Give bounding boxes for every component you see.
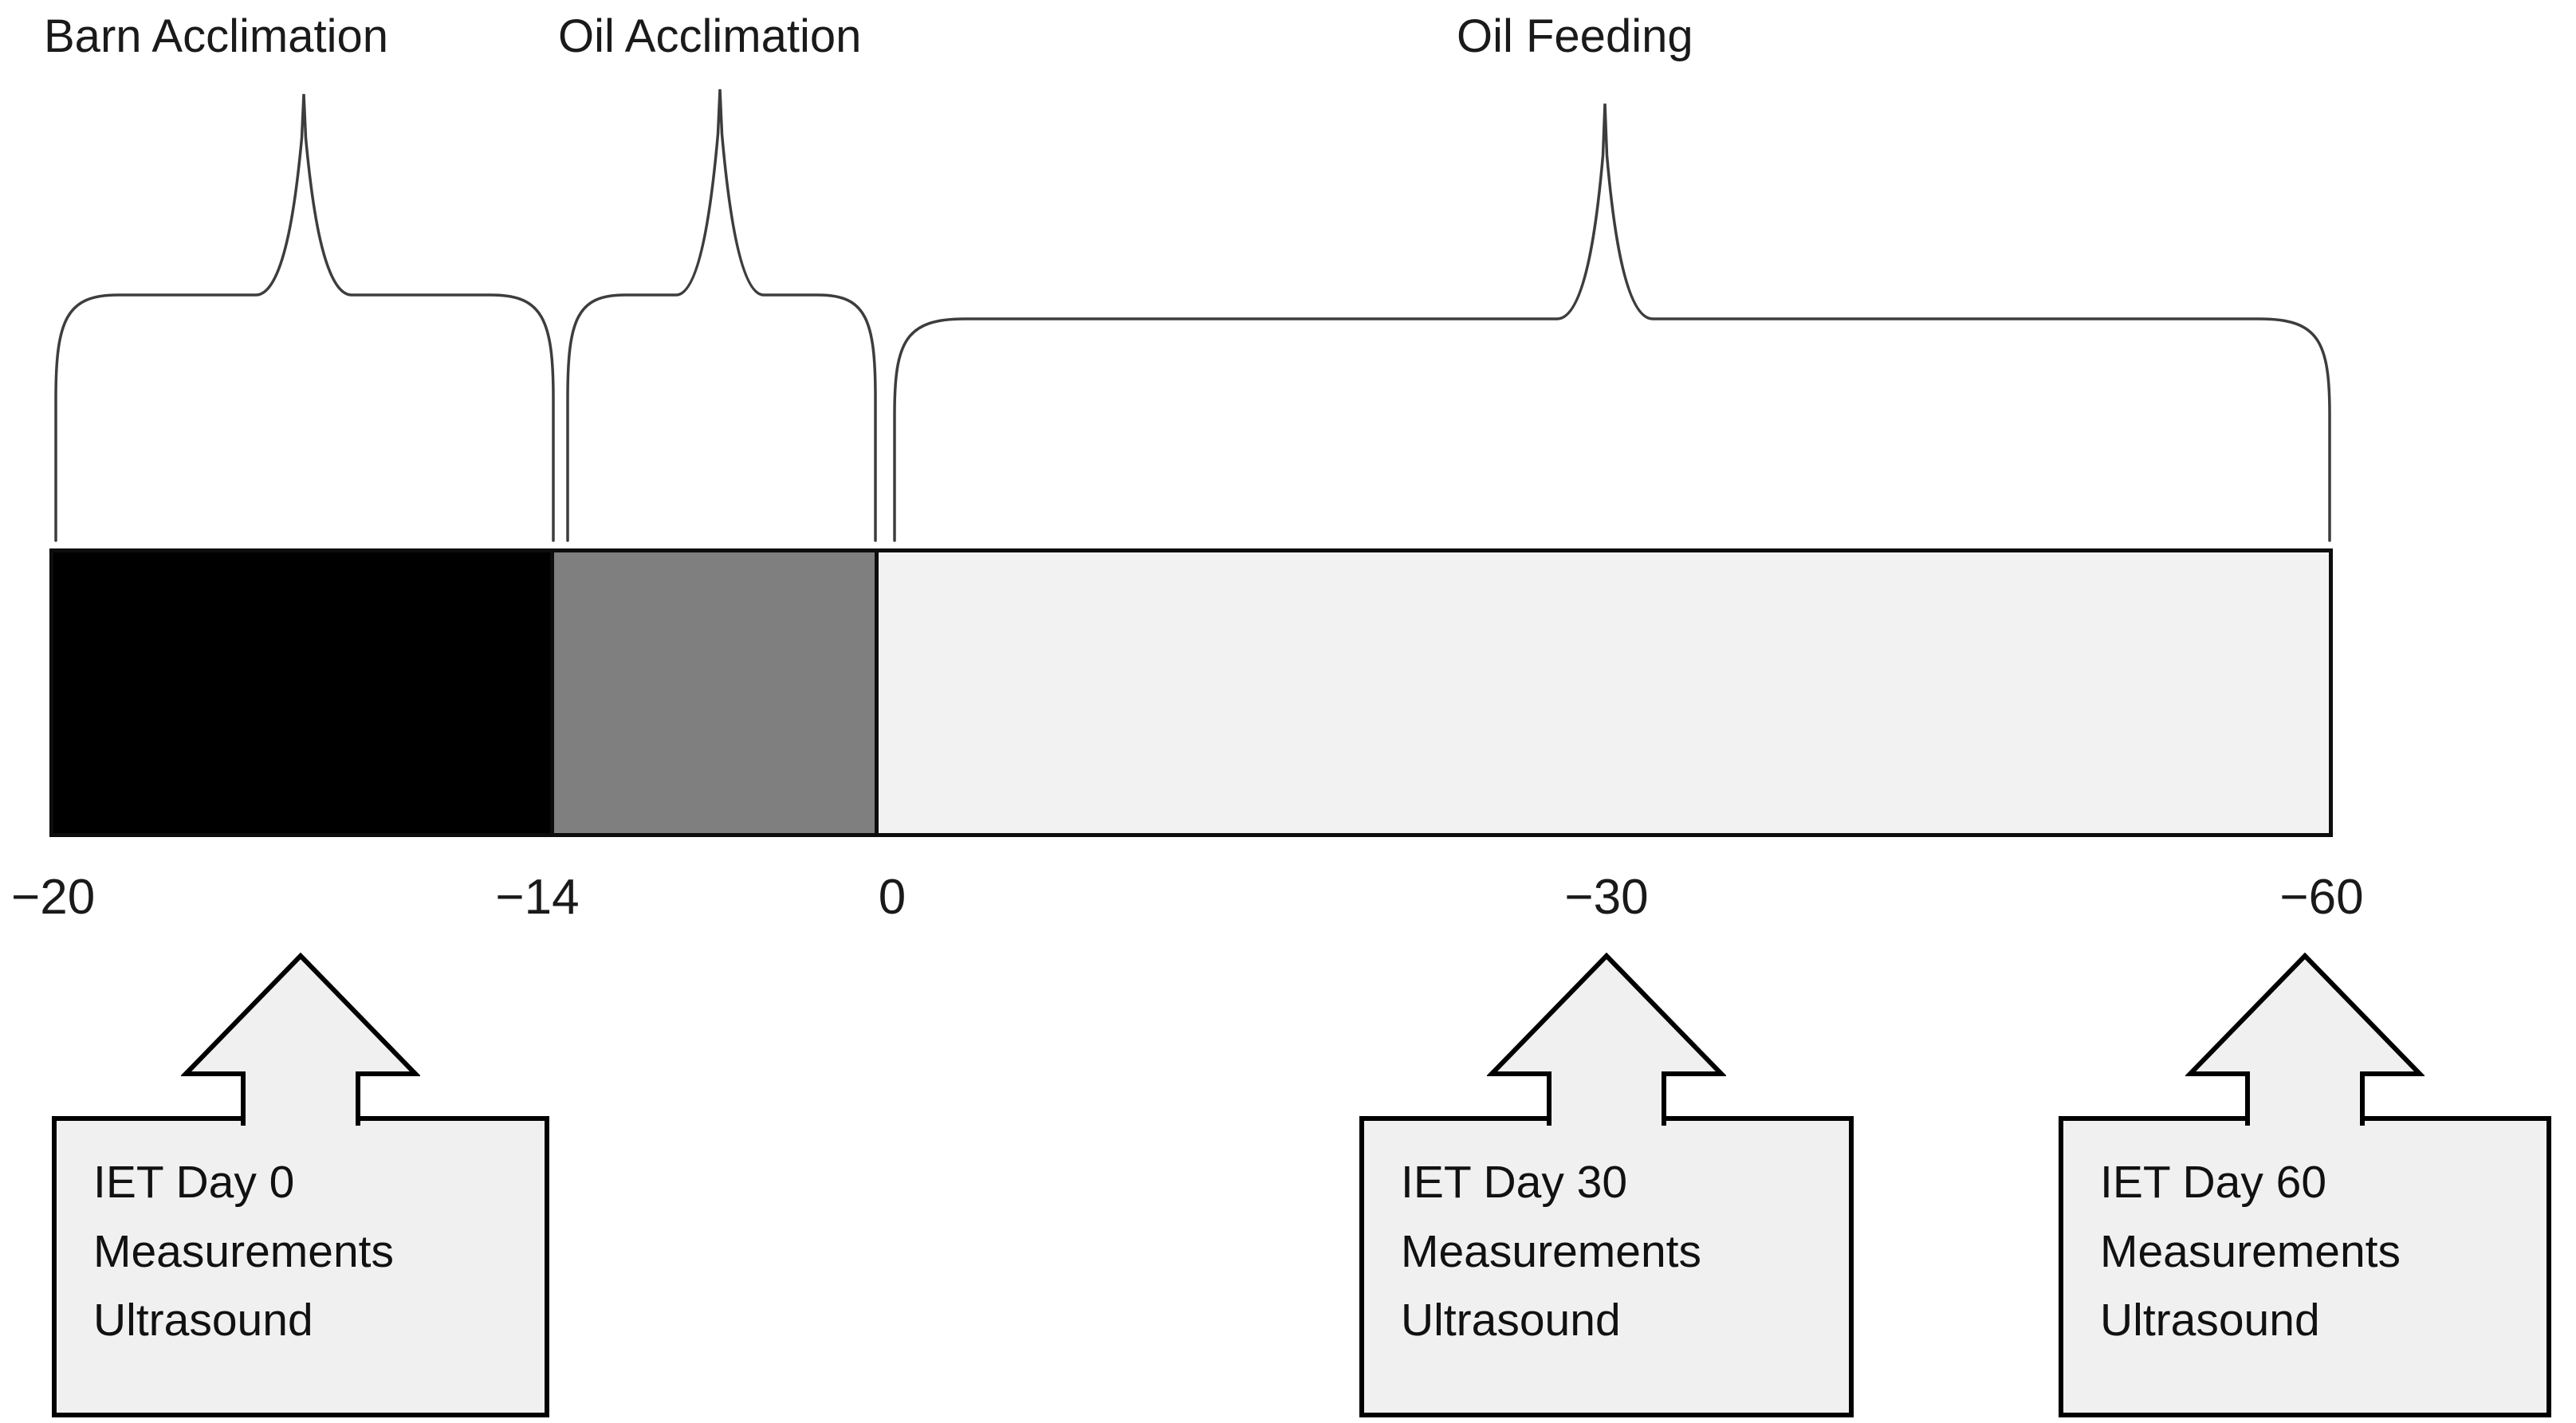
phase-label-barn-acclimation: Barn Acclimation bbox=[44, 10, 388, 62]
callout-line: Ultrasound bbox=[1401, 1295, 1621, 1346]
up-block-arrow-icon bbox=[181, 953, 420, 1126]
up-block-arrow-shape bbox=[2185, 953, 2425, 1126]
callout-line: Measurements bbox=[1401, 1225, 1701, 1277]
phase-label-oil-acclimation: Oil Acclimation bbox=[558, 10, 862, 62]
segment-oil-acclimation bbox=[550, 552, 879, 833]
tick-minus-30: −30 bbox=[1564, 870, 1649, 925]
brace-oil-acclimation bbox=[566, 88, 877, 542]
tick-zero: 0 bbox=[878, 870, 907, 925]
callout-line: Measurements bbox=[2100, 1225, 2401, 1277]
phase-label-oil-feeding: Oil Feeding bbox=[1457, 10, 1693, 62]
tick-minus-60: −60 bbox=[2279, 870, 2364, 925]
brace-barn-acclimation bbox=[54, 93, 555, 542]
callout-box-day-60: IET Day 60 Measurements Ultrasound bbox=[2059, 1116, 2551, 1417]
timeline-bar bbox=[49, 548, 2333, 837]
tick-minus-14: −14 bbox=[495, 870, 580, 925]
brace-layer bbox=[54, 88, 2331, 542]
up-block-arrow-shape bbox=[1487, 953, 1726, 1126]
callout-box-day-0: IET Day 0 Measurements Ultrasound bbox=[52, 1116, 549, 1417]
callout-line: Measurements bbox=[93, 1225, 394, 1277]
segment-barn-acclimation bbox=[53, 552, 550, 833]
up-block-arrow-shape bbox=[181, 953, 420, 1126]
up-block-arrow-icon bbox=[1487, 953, 1726, 1126]
callout-line: Ultrasound bbox=[93, 1295, 313, 1346]
brace-oil-feeding bbox=[893, 103, 2331, 542]
callout-line: Ultrasound bbox=[2100, 1295, 2320, 1346]
up-block-arrow-icon bbox=[2185, 953, 2425, 1126]
segment-oil-feeding bbox=[879, 552, 2329, 833]
callout-box-day-30: IET Day 30 Measurements Ultrasound bbox=[1359, 1116, 1854, 1417]
tick-minus-20: −20 bbox=[11, 870, 96, 925]
callout-line: IET Day 0 bbox=[93, 1157, 295, 1208]
callout-line: IET Day 60 bbox=[2100, 1157, 2327, 1208]
callout-line: IET Day 30 bbox=[1401, 1157, 1628, 1208]
